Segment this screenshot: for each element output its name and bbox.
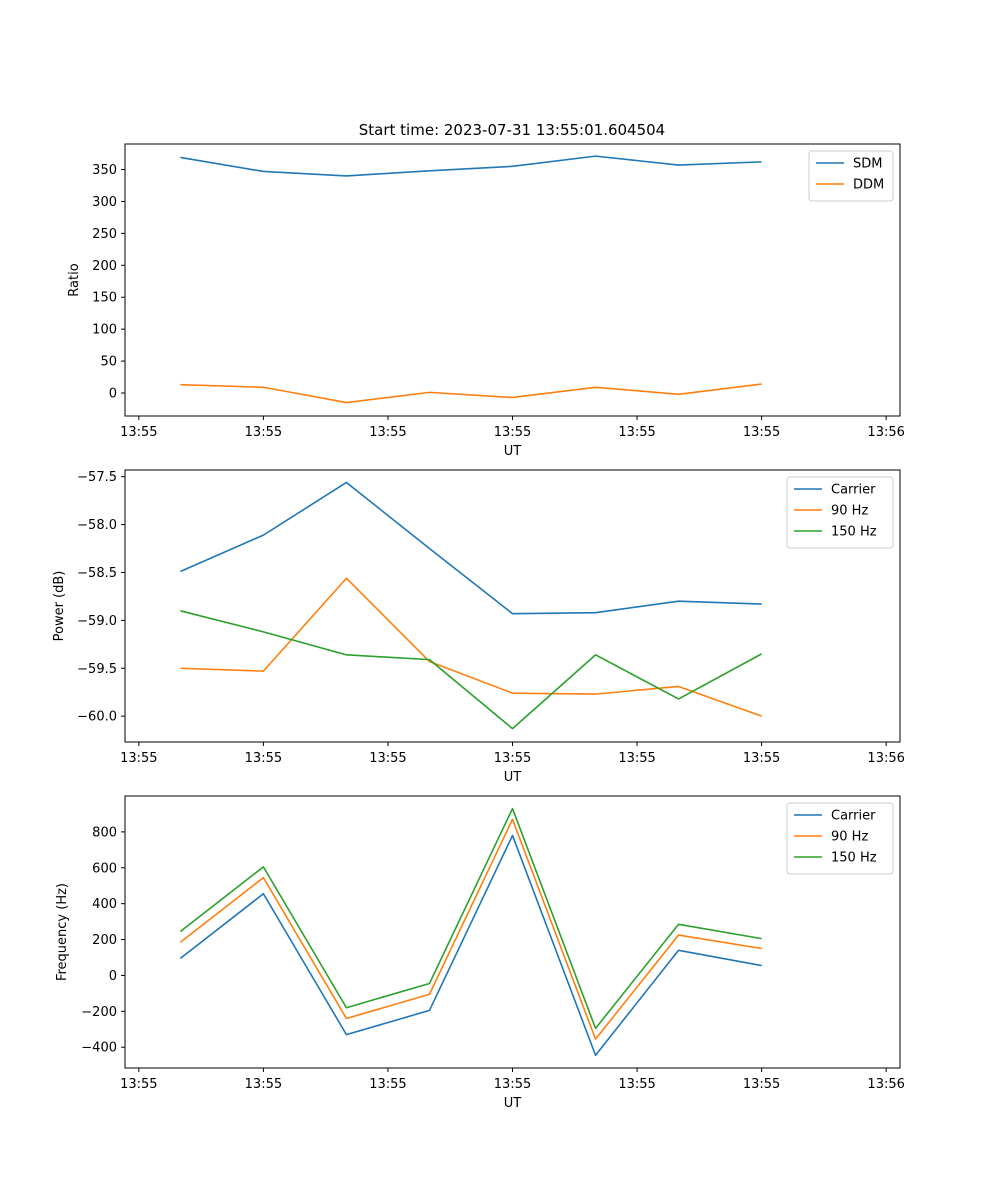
legend: Carrier 90 Hz 150 Hz bbox=[786, 802, 894, 875]
x-tick-label: 13:55 bbox=[120, 751, 157, 766]
x-tick-label: 13:55 bbox=[743, 751, 780, 766]
series-line-90-hz bbox=[180, 577, 762, 717]
legend-label-carrier: Carrier bbox=[831, 809, 876, 824]
y-tick-label: 50 bbox=[100, 355, 117, 370]
y-tick-label: 150 bbox=[92, 291, 117, 306]
y-tick-label: −60.0 bbox=[77, 710, 117, 725]
y-tick-label: −200 bbox=[81, 1005, 117, 1020]
y-tick-label: 200 bbox=[92, 933, 117, 948]
x-tick-label: 13:55 bbox=[618, 751, 655, 766]
x-tick-label: 13:55 bbox=[494, 425, 531, 440]
y-tick-label: 350 bbox=[92, 163, 117, 178]
series-line-150-hz bbox=[180, 610, 762, 730]
chart-panels: 13:55 13:55 13:55 13:55 13:55 13:55 13:56 0 50 10… bbox=[52, 143, 905, 1111]
y-tick-label: 400 bbox=[92, 897, 117, 912]
y-axis-label: Power (dB) bbox=[52, 571, 67, 642]
x-tick-label: 13:55 bbox=[494, 1077, 531, 1092]
ratio-panel: 13:55 13:55 13:55 13:55 13:55 13:55 13:56 0 50 10… bbox=[67, 143, 905, 459]
legend-label-sdm: SDM bbox=[853, 157, 882, 172]
y-tick-label: 200 bbox=[92, 259, 117, 274]
series-line-ddm bbox=[180, 383, 762, 404]
y-tick-label: −57.5 bbox=[77, 470, 117, 485]
series-line-sdm bbox=[180, 155, 762, 177]
y-tick-label: 800 bbox=[92, 825, 117, 840]
series-line-carrier bbox=[180, 481, 762, 615]
x-tick-label: 13:55 bbox=[743, 425, 780, 440]
y-axis-label: Frequency (Hz) bbox=[55, 883, 70, 981]
legend-label-ddm: DDM bbox=[853, 178, 884, 193]
y-tick-label: −58.0 bbox=[77, 518, 117, 533]
x-tick-label: 13:55 bbox=[494, 751, 531, 766]
x-tick-label: 13:55 bbox=[245, 1077, 282, 1092]
y-tick-label: 100 bbox=[92, 323, 117, 338]
y-tick-label: −59.0 bbox=[77, 614, 117, 629]
figure-title: Start time: 2023-07-31 13:55:01.604504 bbox=[359, 121, 665, 139]
y-tick-label: −59.5 bbox=[77, 662, 117, 677]
x-tick-label: 13:55 bbox=[618, 425, 655, 440]
x-axis-label: UT bbox=[504, 444, 522, 459]
power-panel: 13:55 13:55 13:55 13:55 13:55 13:55 13:56 −60.0… bbox=[52, 469, 905, 785]
x-tick-label: 13:55 bbox=[369, 751, 406, 766]
legend-label-90-hz: 90 Hz bbox=[831, 830, 868, 845]
y-tick-label: 0 bbox=[109, 387, 117, 402]
x-tick-label: 13:56 bbox=[867, 1077, 904, 1092]
legend-label-150-hz: 150 Hz bbox=[831, 851, 877, 866]
y-tick-label: −58.5 bbox=[77, 566, 117, 581]
y-tick-label: 600 bbox=[92, 861, 117, 876]
series-line-90-hz bbox=[179, 818, 762, 1040]
legend-label-carrier: Carrier bbox=[831, 483, 876, 498]
legend: SDM DDM bbox=[808, 150, 894, 202]
x-tick-label: 13:55 bbox=[245, 751, 282, 766]
x-tick-label: 13:55 bbox=[618, 1077, 655, 1092]
x-tick-label: 13:56 bbox=[867, 425, 904, 440]
legend-label-150-hz: 150 Hz bbox=[831, 525, 877, 540]
x-axis-label: UT bbox=[504, 770, 522, 785]
y-tick-label: −400 bbox=[81, 1041, 117, 1056]
x-tick-label: 13:55 bbox=[743, 1077, 780, 1092]
legend-label-90-hz: 90 Hz bbox=[831, 504, 868, 519]
frequency-panel: 13:55 13:55 13:55 13:55 13:55 13:55 13:56 −400 −… bbox=[55, 795, 905, 1111]
series-line-carrier bbox=[179, 834, 762, 1057]
legend: Carrier 90 Hz 150 Hz bbox=[786, 476, 894, 549]
y-tick-label: 300 bbox=[92, 195, 117, 210]
x-tick-label: 13:55 bbox=[369, 425, 406, 440]
x-tick-label: 13:56 bbox=[867, 751, 904, 766]
y-tick-label: 0 bbox=[109, 969, 117, 984]
series-line-150-hz bbox=[179, 807, 762, 1030]
x-tick-label: 13:55 bbox=[245, 425, 282, 440]
x-tick-label: 13:55 bbox=[369, 1077, 406, 1092]
y-axis-label: Ratio bbox=[67, 263, 82, 296]
x-tick-label: 13:55 bbox=[120, 1077, 157, 1092]
y-tick-label: 250 bbox=[92, 227, 117, 242]
x-axis-label: UT bbox=[504, 1096, 522, 1111]
x-tick-label: 13:55 bbox=[120, 425, 157, 440]
